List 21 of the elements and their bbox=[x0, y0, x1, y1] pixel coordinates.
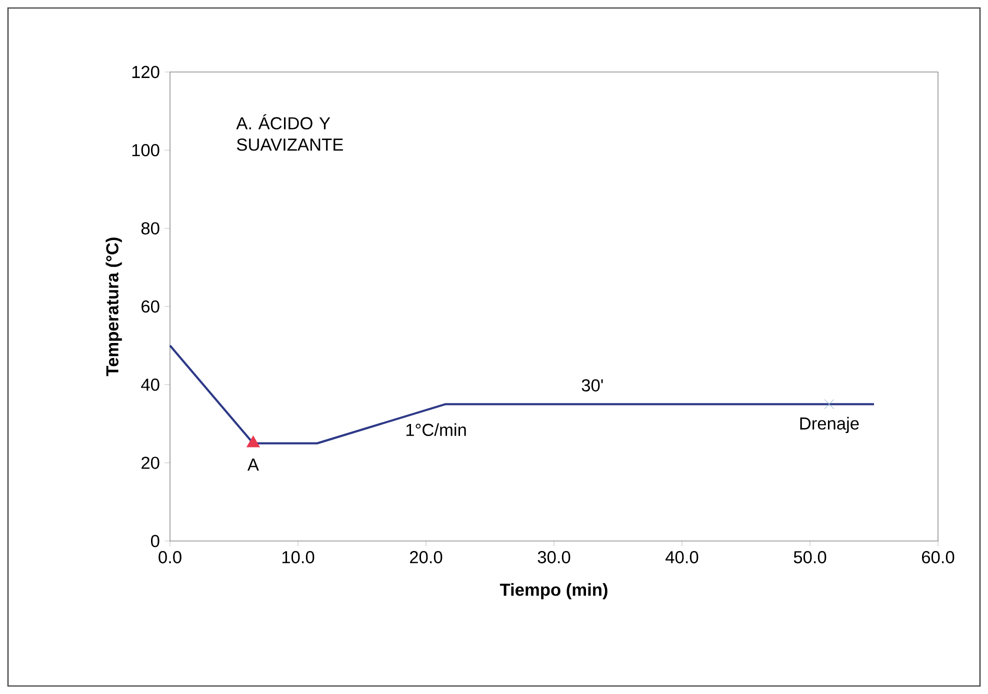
x-tick-label: 0.0 bbox=[158, 551, 182, 564]
x-tick-label: 30.0 bbox=[538, 551, 570, 564]
y-tick-label: 40 bbox=[141, 378, 160, 391]
x-tick-label: 60.0 bbox=[922, 551, 954, 564]
annotation: A. ÁCIDO Y SUAVIZANTE bbox=[236, 114, 343, 151]
annotation: 30' bbox=[582, 379, 603, 392]
y-axis-title: Temperatura (°C) bbox=[106, 238, 122, 376]
y-tick-label: 60 bbox=[142, 300, 160, 313]
x-tick-label: 40.0 bbox=[666, 551, 698, 564]
y-tick-label: 120 bbox=[132, 66, 160, 78]
y-tick-label: 100 bbox=[132, 144, 160, 156]
x-tick-label: 20.0 bbox=[410, 551, 442, 564]
y-tick-label: 0 bbox=[150, 534, 160, 548]
y-tick-label: 20 bbox=[142, 456, 160, 469]
x-tick-label: 50.0 bbox=[794, 551, 826, 564]
x-axis-title: Tiempo (min) bbox=[500, 583, 608, 600]
annotation: A bbox=[247, 458, 259, 471]
annotation: 1°C/min bbox=[406, 423, 466, 436]
x-tick-label: 10.0 bbox=[282, 551, 314, 564]
y-tick-label: 80 bbox=[141, 222, 160, 234]
annotation: Drenaje bbox=[800, 416, 859, 434]
